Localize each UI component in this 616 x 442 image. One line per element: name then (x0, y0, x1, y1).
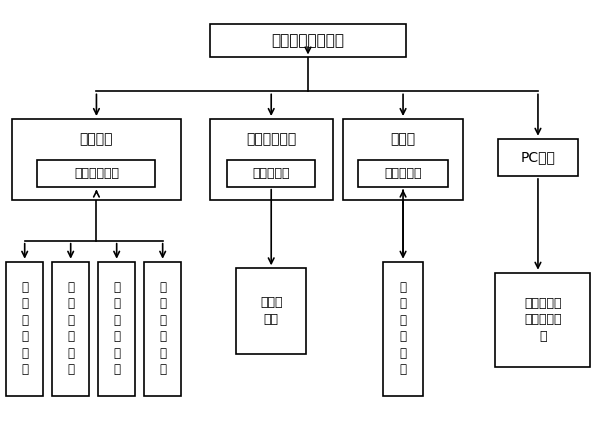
FancyBboxPatch shape (99, 262, 135, 396)
FancyBboxPatch shape (38, 160, 155, 187)
Text: PC终端: PC终端 (521, 150, 556, 164)
Text: 移
动
驱
动
电
机: 移 动 驱 动 电 机 (113, 281, 120, 376)
FancyBboxPatch shape (343, 119, 463, 200)
Text: 启闭控制装置: 启闭控制装置 (246, 132, 296, 146)
FancyBboxPatch shape (227, 160, 315, 187)
FancyBboxPatch shape (359, 160, 448, 187)
Text: 启闭控制器: 启闭控制器 (253, 167, 290, 180)
Text: 摄像控制器: 摄像控制器 (384, 167, 422, 180)
FancyBboxPatch shape (495, 273, 590, 367)
Text: 启闭卷
帘门: 启闭卷 帘门 (260, 296, 283, 326)
FancyBboxPatch shape (12, 119, 180, 200)
Text: 设置、测试
遥测测控终
端: 设置、测试 遥测测控终 端 (524, 297, 562, 343)
Text: 数
据
采
集
装
置: 数 据 采 集 装 置 (67, 281, 74, 376)
Text: 第
一
供
电
装
置: 第 一 供 电 装 置 (159, 281, 166, 376)
FancyBboxPatch shape (383, 262, 423, 396)
Text: 测流小车: 测流小车 (79, 132, 113, 146)
Text: 第
二
摄
像
装
置: 第 二 摄 像 装 置 (21, 281, 28, 376)
Text: 测量控制管理平台: 测量控制管理平台 (272, 34, 344, 49)
FancyBboxPatch shape (144, 262, 181, 396)
Text: 视频站: 视频站 (391, 132, 416, 146)
Text: 第
一
摄
像
装
置: 第 一 摄 像 装 置 (400, 281, 407, 376)
FancyBboxPatch shape (498, 139, 578, 176)
FancyBboxPatch shape (210, 24, 406, 57)
FancyBboxPatch shape (6, 262, 43, 396)
FancyBboxPatch shape (236, 268, 307, 354)
FancyBboxPatch shape (52, 262, 89, 396)
Text: 遥测测控终端: 遥测测控终端 (74, 167, 119, 180)
FancyBboxPatch shape (210, 119, 333, 200)
